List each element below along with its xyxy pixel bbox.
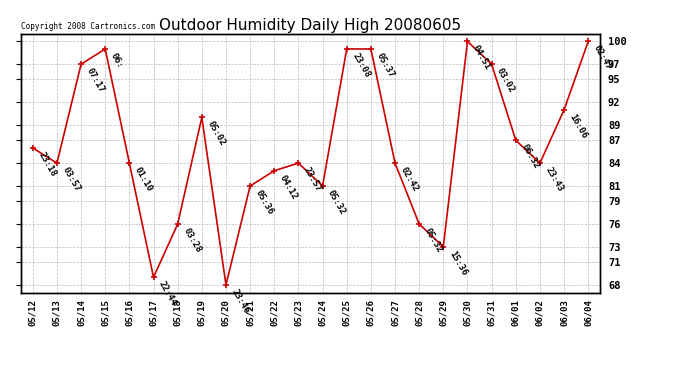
Text: 23:46: 23:46 <box>230 287 251 315</box>
Text: 23:43: 23:43 <box>544 165 565 193</box>
Text: 05:36: 05:36 <box>254 188 275 216</box>
Text: 23:57: 23:57 <box>302 165 324 193</box>
Text: 23:18: 23:18 <box>37 150 58 178</box>
Text: 01:10: 01:10 <box>133 165 155 193</box>
Text: 03:28: 03:28 <box>181 226 203 254</box>
Text: 04:51: 04:51 <box>471 44 493 71</box>
Title: Outdoor Humidity Daily High 20080605: Outdoor Humidity Daily High 20080605 <box>159 18 462 33</box>
Text: 06:: 06: <box>109 51 125 70</box>
Text: 15:36: 15:36 <box>447 249 469 277</box>
Text: 05:32: 05:32 <box>326 188 348 216</box>
Text: 02:47: 02:47 <box>592 44 613 71</box>
Text: 05:37: 05:37 <box>375 51 396 79</box>
Text: 06:32: 06:32 <box>520 142 541 170</box>
Text: 04:12: 04:12 <box>278 173 299 201</box>
Text: 03:02: 03:02 <box>495 66 517 94</box>
Text: 05:02: 05:02 <box>206 120 227 147</box>
Text: Copyright 2008 Cartronics.com: Copyright 2008 Cartronics.com <box>21 22 155 31</box>
Text: 23:08: 23:08 <box>351 51 372 79</box>
Text: 07:17: 07:17 <box>85 66 106 94</box>
Text: 03:57: 03:57 <box>61 165 82 193</box>
Text: 02:42: 02:42 <box>399 165 420 193</box>
Text: 05:32: 05:32 <box>423 226 444 254</box>
Text: 16:06: 16:06 <box>568 112 589 140</box>
Text: 22:44: 22:44 <box>157 280 179 308</box>
